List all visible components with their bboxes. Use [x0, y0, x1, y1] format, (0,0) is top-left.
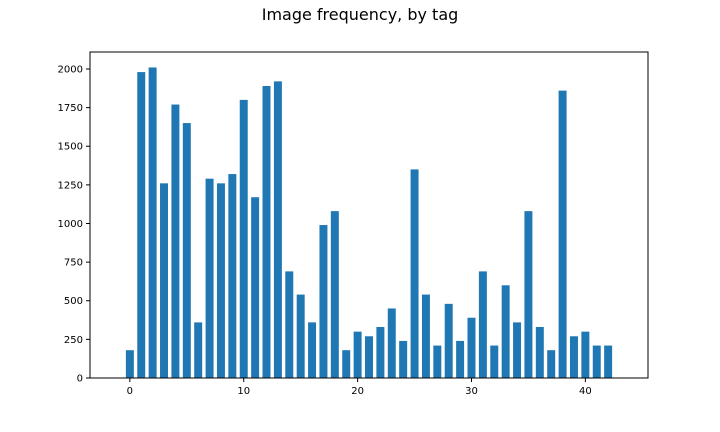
bar-18	[330, 211, 339, 378]
bar-17	[319, 225, 328, 378]
bar-25	[410, 169, 419, 378]
bar-16	[308, 322, 317, 378]
bar-12	[262, 85, 271, 379]
bar-2	[148, 67, 157, 378]
bar-1	[137, 72, 146, 378]
bar-28	[444, 303, 453, 378]
bar-19	[342, 350, 351, 378]
bar-11	[251, 197, 260, 378]
x-tick-label: 10	[237, 386, 250, 397]
bar-7	[205, 178, 214, 378]
y-tick-label: 2000	[58, 64, 83, 75]
bar-30	[467, 317, 476, 378]
plot-frame	[89, 51, 649, 379]
bar-23	[387, 308, 396, 378]
bar-38	[558, 90, 567, 378]
bar-41	[592, 345, 601, 378]
bar-8	[216, 183, 225, 378]
x-tick-label: 30	[465, 386, 478, 397]
bar-14	[285, 271, 294, 378]
bar-35	[524, 211, 533, 378]
bar-22	[376, 327, 385, 378]
y-tick-label: 1500	[58, 142, 83, 153]
bar-27	[433, 345, 442, 378]
bar-9	[228, 174, 237, 378]
bar-13	[273, 81, 282, 379]
y-tick-label: 750	[64, 258, 83, 269]
bar-5	[182, 123, 191, 378]
x-tick-label: 20	[351, 386, 364, 397]
y-tick-label: 1750	[58, 103, 83, 114]
chart-title: Image frequency, by tag	[261, 5, 459, 24]
bars-group	[125, 67, 613, 379]
bar-40	[581, 331, 590, 378]
bar-42	[604, 345, 613, 378]
bar-26	[421, 294, 430, 378]
x-axis: 0 10 20 30 40	[127, 378, 592, 397]
x-tick-label: 0	[127, 386, 133, 397]
y-tick-label: 1000	[58, 219, 83, 230]
bar-34	[513, 322, 522, 378]
y-axis: 0 250 500 750 1000 1250 1500 1750 2000	[58, 64, 90, 385]
bar-31	[478, 271, 487, 378]
x-tick-label: 40	[579, 386, 592, 397]
bar-24	[399, 340, 408, 378]
bar-29	[456, 340, 465, 378]
bar-21	[365, 336, 373, 378]
bar-33	[501, 285, 510, 378]
bar-15	[296, 294, 305, 378]
y-tick-label: 500	[64, 296, 83, 307]
y-tick-label: 1250	[58, 180, 83, 191]
bar-39	[569, 336, 578, 378]
bar-36	[535, 327, 544, 378]
bar-4	[171, 104, 180, 378]
bar-10	[239, 99, 248, 379]
bar-3	[160, 183, 168, 378]
y-tick-label: 250	[64, 335, 83, 346]
bar-37	[547, 350, 556, 378]
bar-32	[490, 345, 499, 378]
bar-20	[353, 331, 362, 378]
bar-6	[194, 322, 203, 378]
bar-0	[125, 350, 134, 378]
y-tick-label: 0	[77, 374, 83, 385]
